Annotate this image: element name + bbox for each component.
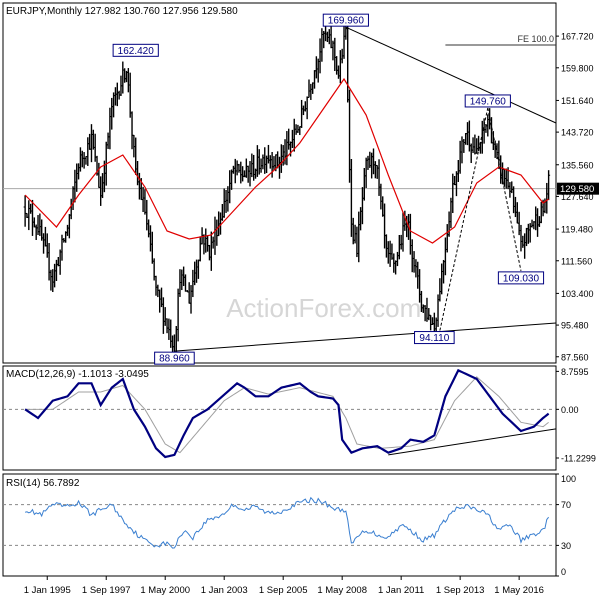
trendline [439, 107, 489, 331]
macd-y-axis: 8.7595 0.00 -11.2299 [556, 367, 596, 463]
price-annotation: 88.960 [154, 351, 195, 365]
y-tick-label: 111.560 [561, 256, 592, 266]
y-tick-label: 127.640 [561, 192, 594, 202]
price-annotation: 149.760 [464, 94, 511, 108]
moving-average-line [24, 77, 549, 244]
annotation-label: 88.960 [159, 354, 190, 365]
y-tick-label: 100 [561, 474, 576, 484]
rsi-levels [3, 504, 556, 546]
price-panel-frame [2, 2, 557, 364]
price-annotation: 162.420 [112, 43, 159, 57]
x-tick-label: 1 May 2008 [317, 585, 367, 596]
price-y-axis: 167.720 159.800 151.640 143.720 135.560 127.6… [556, 32, 594, 362]
price-annotations: 169.960 162.420 149.760 109.030 94.110 88.960 [112, 13, 545, 365]
watermark-text: ActionForex.com [226, 293, 421, 323]
x-tick-label: 1 Jan 2003 [201, 585, 248, 596]
y-tick-label: 0 [561, 567, 566, 577]
rsi-y-axis: 100 70 30 0 [556, 473, 576, 577]
current-price-label: 129.580 [560, 184, 594, 195]
x-tick-label: 1 Sep 1997 [82, 585, 131, 596]
trendline [174, 322, 557, 352]
price-panel: ActionForex.com FE 100.0 169.960162.4201… [2, 2, 599, 365]
macd-panel: MACD(12,26,9) -1.1013 -3.0495 8.7595 0.00… [2, 365, 596, 471]
macd-trendlines [388, 428, 557, 456]
ohlc-bar [547, 170, 551, 201]
price-trendlines [174, 26, 557, 352]
y-tick-label: 167.720 [561, 32, 594, 42]
rsi-panel-frame [2, 473, 557, 577]
price-title: EURJPY,Monthly 127.982 130.760 127.956 1… [6, 6, 238, 17]
trendline [345, 26, 557, 124]
current-price-box [557, 182, 599, 195]
y-tick-label: 0.00 [561, 405, 579, 415]
x-tick-label: 1 May 2000 [140, 585, 190, 596]
y-tick-label: -11.2299 [561, 453, 596, 463]
y-tick-label: 8.7595 [561, 367, 589, 377]
y-tick-label: 143.720 [561, 128, 594, 138]
price-annotation: 109.030 [497, 271, 545, 285]
price-annotation: 169.960 [322, 13, 369, 27]
x-tick-label: 1 Jan 2011 [378, 585, 424, 596]
macd-panel-frame [2, 365, 557, 471]
current-price-tag: 129.580 [557, 182, 599, 195]
y-tick-label: 30 [561, 541, 571, 551]
rsi-line [25, 496, 550, 549]
annotation-label: 169.960 [328, 16, 365, 27]
x-tick-label: 1 Jan 1995 [24, 585, 71, 596]
fe-label: FE 100.0 [517, 34, 554, 44]
macd-title: MACD(12,26,9) -1.1013 -3.0495 [6, 369, 149, 380]
x-tick-label: 1 Sep 2013 [436, 585, 485, 596]
annotation-label: 109.030 [503, 273, 540, 284]
annotation-label: 94.110 [419, 333, 449, 344]
macd-main-line [24, 368, 550, 459]
y-tick-label: 95.480 [561, 321, 589, 331]
y-tick-label: 119.480 [561, 225, 593, 235]
y-tick-label: 70 [561, 500, 571, 510]
x-tick-label: 1 Sep 2005 [259, 585, 308, 596]
price-annotation: 94.110 [414, 331, 455, 345]
y-tick-label: 135.560 [561, 160, 594, 170]
trendline [487, 107, 522, 271]
rsi-panel: RSI(14) 56.7892 100 70 30 0 [2, 473, 576, 577]
fe-level: FE 100.0 [445, 34, 556, 46]
y-tick-label: 103.400 [561, 289, 594, 299]
y-tick-label: 87.560 [561, 352, 589, 362]
ohlc-bars [23, 17, 551, 359]
macd-trendline [388, 428, 557, 456]
x-axis: 1 Jan 1995 1 Sep 1997 1 May 2000 1 Jan 2003… [24, 576, 544, 596]
rsi-title: RSI(14) 56.7892 [6, 478, 80, 489]
annotation-label: 162.420 [118, 46, 155, 57]
x-tick-label: 1 May 2016 [494, 585, 544, 596]
annotation-label: 149.760 [470, 96, 507, 107]
y-tick-label: 159.800 [561, 63, 594, 73]
y-tick-label: 151.640 [561, 96, 594, 106]
